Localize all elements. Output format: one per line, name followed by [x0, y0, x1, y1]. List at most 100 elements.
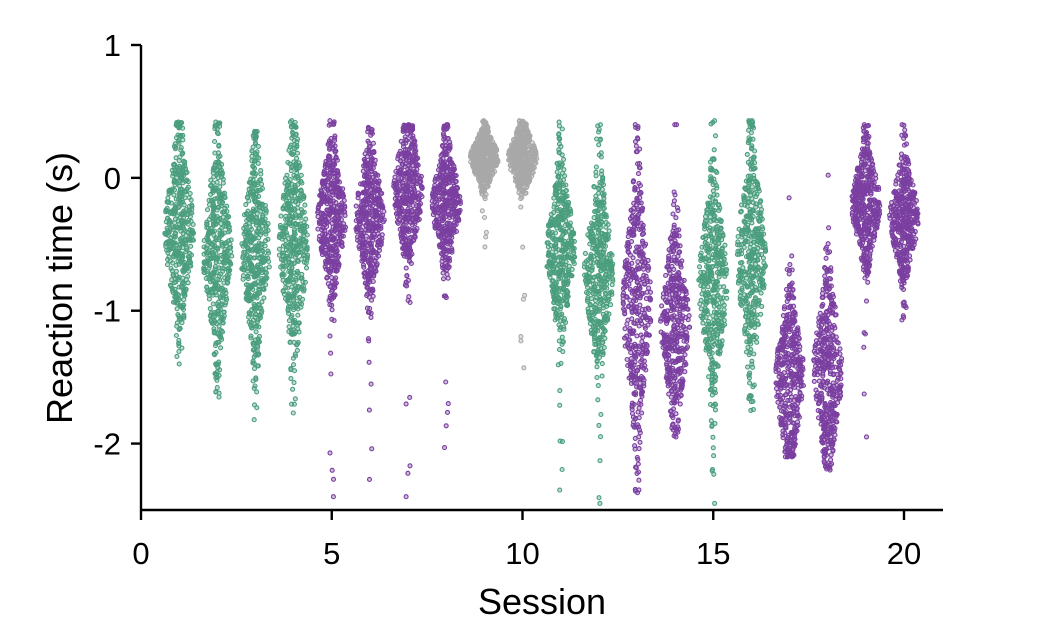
data-point-session-3	[254, 389, 260, 395]
data-point-session-12	[591, 184, 597, 190]
data-point-session-7	[414, 226, 420, 232]
data-point-session-9	[487, 134, 494, 140]
data-point-session-2	[207, 279, 214, 285]
data-point-session-6	[362, 240, 368, 246]
data-point-session-8	[432, 187, 438, 193]
data-point-session-4	[289, 181, 295, 187]
data-point-session-6	[370, 278, 376, 285]
data-point-session-2	[218, 252, 224, 258]
data-point-session-6	[362, 151, 368, 157]
data-point-session-12	[594, 251, 600, 257]
data-point-session-3	[250, 170, 256, 176]
data-point-session-2	[204, 288, 210, 294]
data-point-session-12	[598, 411, 604, 418]
data-point-session-12	[600, 350, 606, 356]
data-point-session-12	[600, 206, 606, 212]
data-point-session-11	[552, 230, 559, 236]
data-point-session-10	[530, 169, 536, 175]
data-point-session-6	[355, 190, 361, 196]
data-point-session-5	[332, 161, 338, 167]
data-point-session-3	[257, 313, 263, 319]
data-point-session-9	[476, 176, 482, 182]
data-point-session-1	[180, 211, 186, 217]
data-point-session-7	[398, 206, 405, 212]
data-point-session-1	[185, 184, 191, 190]
data-point-session-8	[436, 219, 442, 225]
data-point-session-1	[166, 229, 172, 235]
data-point-session-11	[556, 276, 562, 282]
data-point-session-3	[245, 232, 251, 238]
data-point-session-8	[451, 227, 457, 233]
data-point-session-2	[220, 315, 226, 321]
data-point-session-2	[209, 241, 215, 247]
data-point-session-4	[276, 252, 282, 258]
data-point-session-4	[301, 253, 307, 259]
data-point-session-3	[248, 211, 254, 217]
data-point-session-4	[296, 320, 302, 326]
data-point-session-8	[435, 176, 441, 182]
data-point-session-1	[172, 299, 178, 305]
data-point-session-11	[559, 289, 565, 295]
data-point-session-7	[410, 237, 416, 243]
data-point-session-3	[254, 232, 260, 238]
data-point-session-8	[436, 163, 442, 169]
data-point-session-3	[260, 259, 266, 265]
data-point-session-7	[412, 138, 418, 144]
data-point-session-8	[440, 276, 447, 282]
data-point-session-1	[180, 275, 186, 281]
data-point-session-11	[566, 238, 572, 244]
data-point-session-5	[324, 257, 330, 263]
data-point-session-6	[374, 212, 380, 219]
data-point-session-7	[416, 216, 422, 222]
data-point-session-6	[369, 191, 375, 197]
data-point-session-7	[394, 200, 400, 206]
data-point-session-1	[180, 150, 186, 156]
data-point-session-1	[177, 189, 183, 195]
data-point-session-9	[479, 189, 485, 195]
data-point-session-2	[203, 245, 210, 251]
data-point-session-4	[288, 208, 294, 214]
data-point-session-3	[256, 200, 262, 206]
data-point-session-12	[596, 207, 602, 213]
data-point-session-1	[176, 137, 182, 143]
data-point-session-6	[358, 209, 364, 215]
data-point-session-11	[562, 173, 568, 179]
data-point-session-1	[167, 189, 173, 196]
data-point-session-2	[220, 209, 226, 215]
data-point-session-6	[369, 245, 375, 251]
data-point-session-11	[553, 280, 559, 286]
data-point-session-1	[173, 279, 179, 285]
data-point-session-11	[571, 261, 577, 267]
data-point-session-6	[366, 309, 372, 315]
data-point-session-8	[447, 189, 453, 195]
data-point-session-3	[257, 306, 263, 312]
data-point-session-4	[285, 159, 291, 166]
data-point-session-4	[291, 227, 297, 233]
data-point-session-5	[329, 467, 335, 473]
data-point-session-11	[555, 362, 561, 368]
data-point-session-9	[483, 122, 489, 128]
data-point-session-11	[561, 156, 567, 162]
data-point-session-3	[246, 259, 252, 265]
data-point-session-5	[327, 157, 333, 163]
data-point-session-12	[588, 220, 595, 226]
data-point-session-9	[484, 153, 490, 159]
data-point-session-9	[490, 171, 496, 177]
data-point-session-3	[255, 363, 261, 369]
data-point-session-1	[176, 340, 182, 346]
data-point-session-8	[439, 202, 445, 208]
data-point-session-11	[554, 300, 560, 306]
data-point-session-12	[604, 310, 610, 316]
data-point-session-8	[445, 401, 451, 407]
data-point-session-11	[561, 324, 567, 330]
data-point-session-12	[603, 237, 609, 243]
data-point-session-4	[283, 284, 289, 290]
data-point-session-7	[406, 294, 412, 300]
data-point-session-5	[318, 220, 324, 226]
data-point-session-2	[217, 277, 223, 283]
data-point-session-9	[483, 192, 489, 198]
data-point-session-10	[519, 175, 525, 181]
data-point-session-7	[405, 172, 411, 178]
data-point-session-5	[324, 275, 330, 281]
data-point-session-3	[257, 255, 263, 261]
